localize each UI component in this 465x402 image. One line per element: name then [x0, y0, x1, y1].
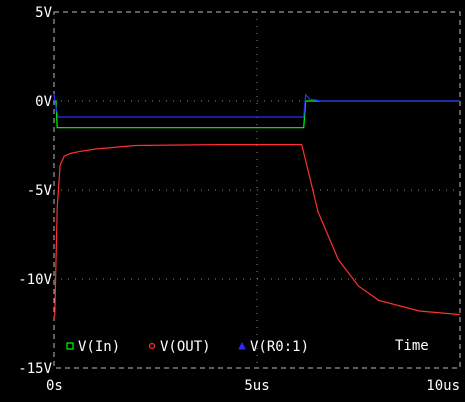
- x-axis: 0s 5us 10us: [46, 378, 460, 394]
- grid: [53, 11, 461, 369]
- x-tick-label: 5us: [244, 378, 269, 394]
- x-tick-label: 0s: [46, 378, 63, 394]
- legend-label: V(R0:1): [250, 339, 309, 355]
- x-axis-label: Time: [395, 338, 429, 354]
- plot-border: [53, 11, 461, 369]
- y-tick-label: -15V: [18, 361, 52, 377]
- y-tick-label: 5V: [35, 5, 52, 21]
- legend: V(In) V(OUT) V(R0:1): [66, 339, 309, 355]
- legend-marker: [66, 342, 74, 350]
- series-line-v-out: [53, 144, 461, 319]
- legend-marker: [238, 341, 246, 350]
- series-lines: [53, 93, 461, 319]
- y-tick-label: -5V: [27, 183, 53, 199]
- series-line-v-in: [54, 100, 460, 129]
- legend-label: V(In): [78, 339, 120, 355]
- series-line-v-r0-1: [53, 93, 460, 118]
- x-tick-label: 10us: [426, 378, 460, 394]
- y-tick-label: -10V: [18, 272, 52, 288]
- legend-marker: [148, 342, 156, 350]
- y-axis: 5V 0V -5V -10V -15V: [18, 5, 52, 377]
- legend-label: V(OUT): [160, 339, 211, 355]
- y-tick-label: 0V: [35, 94, 52, 110]
